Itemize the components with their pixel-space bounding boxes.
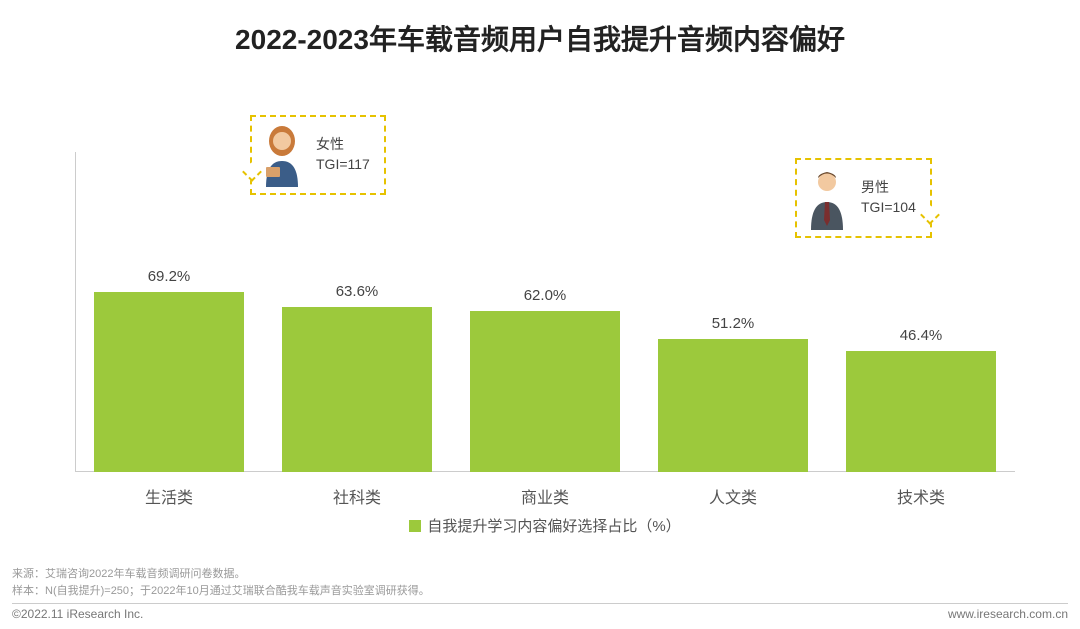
male-avatar-icon — [803, 166, 851, 230]
female-callout-text: 女性 TGI=117 — [316, 135, 370, 174]
bar-value-label: 63.6% — [282, 283, 432, 300]
male-callout: 男性 TGI=104 — [795, 158, 932, 238]
footer: 来源：艾瑞咨询2022年车载音频调研问卷数据。 样本：N(自我提升)=250；于… — [12, 566, 1068, 621]
bar-value-label: 46.4% — [846, 327, 996, 344]
bar — [658, 339, 808, 472]
male-tgi: TGI=104 — [861, 198, 916, 218]
female-callout: 女性 TGI=117 — [250, 115, 386, 195]
bar — [470, 311, 620, 472]
legend-swatch — [409, 520, 421, 532]
female-avatar-icon — [258, 123, 306, 187]
site-url-text: www.iresearch.com.cn — [948, 607, 1068, 621]
x-category-label: 社科类 — [282, 476, 432, 508]
bar-slot: 51.2% — [658, 339, 808, 472]
bar-slot: 62.0% — [470, 311, 620, 472]
x-category-label: 商业类 — [470, 476, 620, 508]
bar-slot: 63.6% — [282, 307, 432, 472]
male-label: 男性 — [861, 178, 916, 198]
x-category-label: 生活类 — [94, 476, 244, 508]
chart-title: 2022-2023年车载音频用户自我提升音频内容偏好 — [0, 0, 1080, 58]
bar — [282, 307, 432, 472]
bar-slot: 69.2% — [94, 292, 244, 472]
legend-text: 自我提升学习内容偏好选择占比（%） — [427, 518, 680, 535]
bar — [94, 292, 244, 472]
copyright-text: ©2022.11 iResearch Inc. — [12, 607, 143, 621]
bar-value-label: 69.2% — [94, 268, 244, 285]
male-callout-text: 男性 TGI=104 — [861, 178, 916, 217]
bar-value-label: 51.2% — [658, 315, 808, 332]
x-labels-container: 生活类 社科类 商业类 人文类 技术类 — [75, 476, 1015, 510]
female-tgi: TGI=117 — [316, 155, 370, 175]
bar-value-label: 62.0% — [470, 287, 620, 304]
x-category-label: 人文类 — [658, 476, 808, 508]
bar-slot: 46.4% — [846, 351, 996, 472]
bar — [846, 351, 996, 472]
female-label: 女性 — [316, 135, 370, 155]
x-category-label: 技术类 — [846, 476, 996, 508]
source-line-2: 样本：N(自我提升)=250；于2022年10月通过艾瑞联合酷我车载声音实验室调… — [12, 583, 1068, 600]
footer-divider — [12, 603, 1068, 604]
legend: 自我提升学习内容偏好选择占比（%） — [75, 515, 1015, 536]
chart-area: 69.2% 63.6% 62.0% 51.2% 46.4% 生活类 社科类 商业类 人文类 技术… — [75, 90, 1015, 510]
source-line-1: 来源：艾瑞咨询2022年车载音频调研问卷数据。 — [12, 566, 1068, 583]
